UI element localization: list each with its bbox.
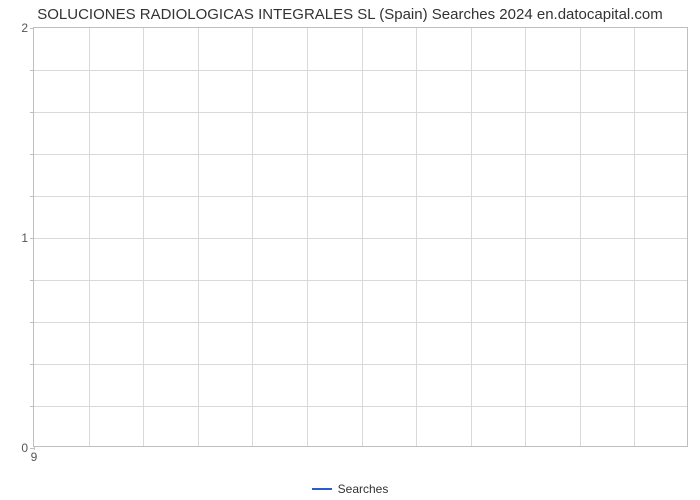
legend-swatch	[312, 488, 332, 490]
y-tick-label: 1	[21, 231, 34, 245]
gridline-vertical	[198, 28, 199, 446]
gridline-horizontal	[34, 280, 687, 281]
chart-legend: Searches	[0, 479, 700, 496]
gridline-vertical	[143, 28, 144, 446]
gridline-vertical	[307, 28, 308, 446]
gridline-vertical	[89, 28, 90, 446]
y-tick-mark	[30, 196, 34, 197]
x-tick-label: 9	[31, 446, 38, 464]
gridline-vertical	[471, 28, 472, 446]
legend-label: Searches	[338, 482, 389, 496]
gridline-vertical	[525, 28, 526, 446]
gridline-horizontal	[34, 322, 687, 323]
y-tick-mark	[30, 112, 34, 113]
gridline-horizontal	[34, 238, 687, 239]
gridline-vertical	[252, 28, 253, 446]
gridline-horizontal	[34, 154, 687, 155]
gridline-horizontal	[34, 70, 687, 71]
searches-chart: SOLUCIONES RADIOLOGICAS INTEGRALES SL (S…	[0, 0, 700, 500]
gridline-horizontal	[34, 112, 687, 113]
y-tick-mark	[30, 406, 34, 407]
y-tick-label: 2	[21, 21, 34, 35]
gridline-vertical	[634, 28, 635, 446]
y-tick-mark	[30, 322, 34, 323]
y-tick-mark	[30, 280, 34, 281]
gridline-vertical	[362, 28, 363, 446]
gridline-vertical	[580, 28, 581, 446]
y-tick-mark	[30, 364, 34, 365]
gridline-vertical	[416, 28, 417, 446]
gridline-horizontal	[34, 364, 687, 365]
gridline-horizontal	[34, 196, 687, 197]
plot-area: 0129	[33, 27, 688, 447]
y-tick-mark	[30, 154, 34, 155]
legend-item-searches: Searches	[312, 482, 389, 496]
gridline-horizontal	[34, 406, 687, 407]
y-tick-mark	[30, 70, 34, 71]
chart-title: SOLUCIONES RADIOLOGICAS INTEGRALES SL (S…	[0, 6, 700, 23]
